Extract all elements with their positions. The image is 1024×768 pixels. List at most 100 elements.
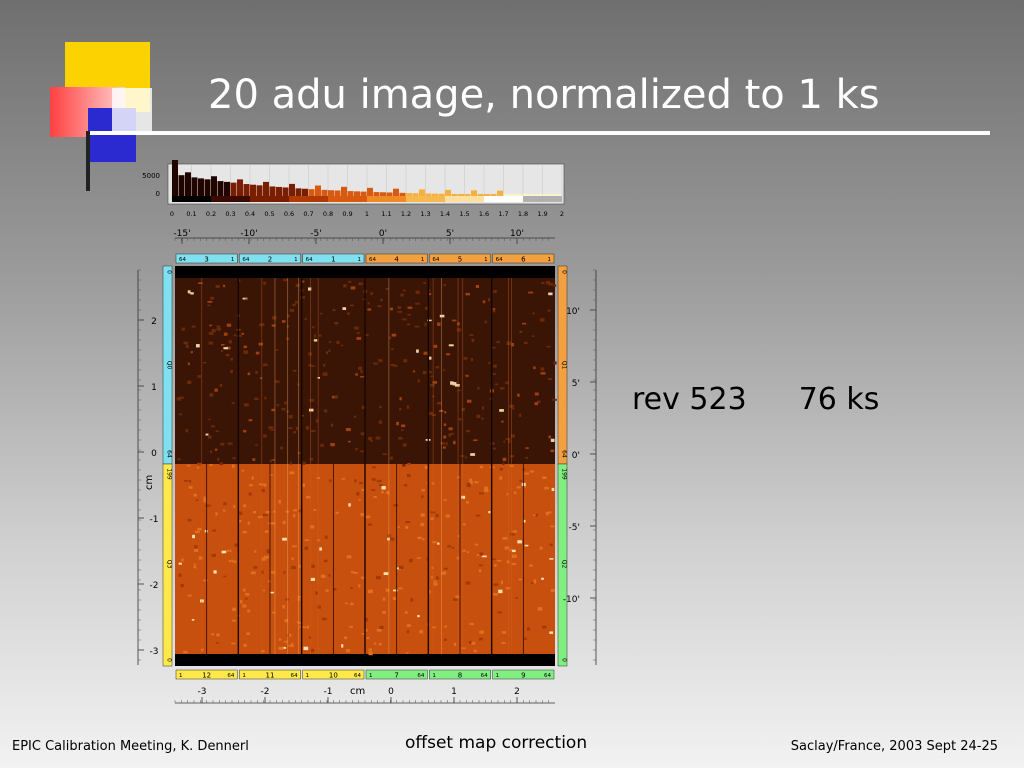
image-pixel xyxy=(223,502,227,505)
image-pixel xyxy=(241,332,245,335)
image-pixel xyxy=(216,642,219,644)
image-pixel xyxy=(402,443,407,447)
image-pixel xyxy=(404,611,408,614)
image-pixel xyxy=(534,402,539,406)
image-pixel xyxy=(371,478,376,481)
image-pixel xyxy=(435,366,440,369)
image-pixel xyxy=(197,527,202,531)
image-pixel xyxy=(259,377,263,380)
image-pixel xyxy=(367,523,372,526)
hist-ytick-5000: 5000 xyxy=(142,172,160,180)
image-pixel xyxy=(442,369,446,372)
image-pixel xyxy=(243,350,249,354)
image-pixel xyxy=(307,364,312,367)
image-pixel xyxy=(443,567,448,570)
image-pixel xyxy=(186,464,191,467)
image-pixel xyxy=(484,486,488,490)
ccd-left-index: 64 xyxy=(179,257,186,263)
hist-bar xyxy=(497,190,503,196)
ccd-number: 12 xyxy=(202,672,211,680)
top-arc-label: -10' xyxy=(240,229,257,239)
image-pixel xyxy=(466,399,472,403)
image-pixel xyxy=(214,388,218,392)
image-pixel xyxy=(433,580,437,583)
hist-bar xyxy=(282,187,289,196)
hist-xtick: 0.4 xyxy=(245,210,255,218)
colorbar-segment xyxy=(484,196,523,202)
image-pixel xyxy=(269,474,273,476)
image-pixel xyxy=(544,486,549,490)
image-pixel xyxy=(470,358,474,362)
image-pixel xyxy=(431,413,436,417)
image-pixel xyxy=(493,364,497,368)
image-pixel xyxy=(420,513,425,517)
image-pixel xyxy=(238,334,242,338)
image-pixel xyxy=(448,433,452,437)
image-pixel xyxy=(268,426,274,430)
image-pixel xyxy=(245,597,248,600)
image-pixel xyxy=(231,642,236,645)
image-pixel xyxy=(399,408,402,411)
image-pixel xyxy=(444,625,447,628)
image-pixel xyxy=(427,319,432,322)
ccd-bar-8 xyxy=(429,669,491,680)
hist-bar xyxy=(178,175,185,196)
image-pixel xyxy=(353,572,358,574)
image-pixel xyxy=(359,481,363,485)
image-pixel xyxy=(273,510,276,513)
image-pixel xyxy=(244,403,249,407)
ccd-number: 4 xyxy=(394,256,399,264)
exposure-label: 76 ks xyxy=(798,382,880,417)
image-pixel xyxy=(361,633,366,635)
image-pixel xyxy=(551,487,555,492)
image-pixel xyxy=(311,564,315,568)
ccd-right-index: 64 xyxy=(544,673,551,679)
image-pixel xyxy=(192,534,195,539)
hist-xtick: 0.5 xyxy=(264,210,274,218)
histogram-x-ticks: 0 0.1 0.2 0.3 0.4 0.5 0.6 0.7 0.8 0.9 1 1.1 1.2 1.3 1.… xyxy=(170,210,564,218)
image-pixel xyxy=(301,483,306,487)
image-pixel xyxy=(300,296,306,299)
image-pixel xyxy=(263,434,267,438)
image-pixel xyxy=(208,418,211,421)
image-pixel xyxy=(313,508,317,511)
image-pixel xyxy=(385,288,389,290)
image-pixel xyxy=(473,649,478,653)
image-pixel xyxy=(406,630,410,634)
image-pixel xyxy=(320,575,326,578)
image-pixel xyxy=(450,432,454,435)
image-pixel xyxy=(289,309,295,312)
hist-bar xyxy=(386,192,393,196)
image-pixel xyxy=(502,537,508,540)
image-pixel xyxy=(425,306,429,310)
ccd-number: 8 xyxy=(458,672,462,680)
image-pixel xyxy=(509,548,513,552)
image-pixel xyxy=(242,588,246,592)
image-pixel xyxy=(539,318,545,322)
image-pixel xyxy=(289,471,295,475)
image-pixel xyxy=(407,462,411,465)
image-pixel xyxy=(443,571,446,573)
hist-bar xyxy=(250,184,256,196)
bottom-ccd-bars: 1 12 64 1 11 64 1 10 64 1 7 64 1 8 64 1 9 64 xyxy=(175,669,555,680)
image-pixel xyxy=(432,381,437,384)
image-pixel xyxy=(248,492,252,496)
image-pixel xyxy=(194,545,198,549)
image-pixel xyxy=(245,593,250,596)
image-pixel xyxy=(506,493,509,496)
image-pixel xyxy=(248,484,253,487)
image-pixel xyxy=(297,451,301,455)
image-pixel xyxy=(187,518,192,522)
image-pixel xyxy=(513,491,517,495)
image-pixel xyxy=(498,589,503,594)
image-pixel xyxy=(445,514,450,518)
image-pixel xyxy=(500,580,504,585)
image-pixel xyxy=(284,619,289,623)
image-pixel xyxy=(540,372,546,375)
image-pixel xyxy=(481,417,484,420)
image-pixel xyxy=(242,604,247,608)
image-pixel xyxy=(322,363,326,367)
image-pixel xyxy=(283,571,286,574)
image-pixel xyxy=(230,369,233,374)
image-pixel xyxy=(190,351,193,354)
